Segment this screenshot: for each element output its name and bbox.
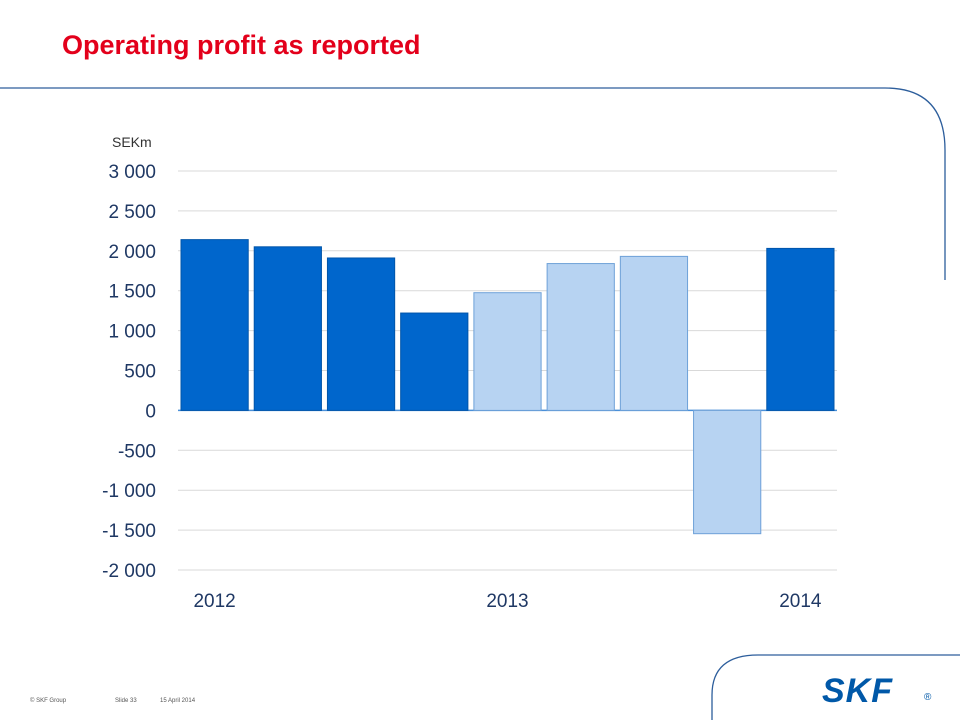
decorative-frame-bottom <box>711 654 960 720</box>
y-tick-label: 3 000 <box>108 162 156 183</box>
decorative-frame-top <box>0 87 946 280</box>
skf-logo-text: SKF <box>822 672 893 710</box>
skf-logo: SKF ® <box>822 672 932 710</box>
y-tick-label: 500 <box>124 362 156 383</box>
bar <box>253 246 322 411</box>
y-tick-label: 2 500 <box>108 202 156 223</box>
bar <box>326 257 396 411</box>
bar <box>473 292 542 411</box>
x-year-label: 2012 <box>193 591 235 612</box>
bar <box>546 263 615 411</box>
bar <box>180 239 249 411</box>
bar <box>619 255 689 411</box>
bar <box>693 409 762 535</box>
y-tick-label: 1 000 <box>108 322 156 343</box>
y-tick-label: -500 <box>118 441 156 462</box>
y-tick-label: 0 <box>145 401 156 422</box>
y-tick-label: -1 500 <box>102 521 156 542</box>
footer-date: 15 April 2014 <box>160 698 196 704</box>
bar <box>766 247 835 411</box>
footer-copyright: © SKF Group <box>30 698 67 704</box>
footer-slide-number: Slide 33 <box>115 698 137 704</box>
x-year-label: 2014 <box>779 591 822 612</box>
y-tick-label: -2 000 <box>102 561 156 582</box>
bar <box>400 312 469 411</box>
y-tick-label: -1 000 <box>102 481 156 502</box>
x-year-label: 2013 <box>486 591 528 612</box>
unit-label: SEKm <box>112 134 152 150</box>
skf-logo-registered: ® <box>924 692 932 703</box>
y-tick-label: 2 000 <box>108 242 156 263</box>
y-tick-label: 1 500 <box>108 282 156 303</box>
slide-title: Operating profit as reported <box>62 30 421 60</box>
